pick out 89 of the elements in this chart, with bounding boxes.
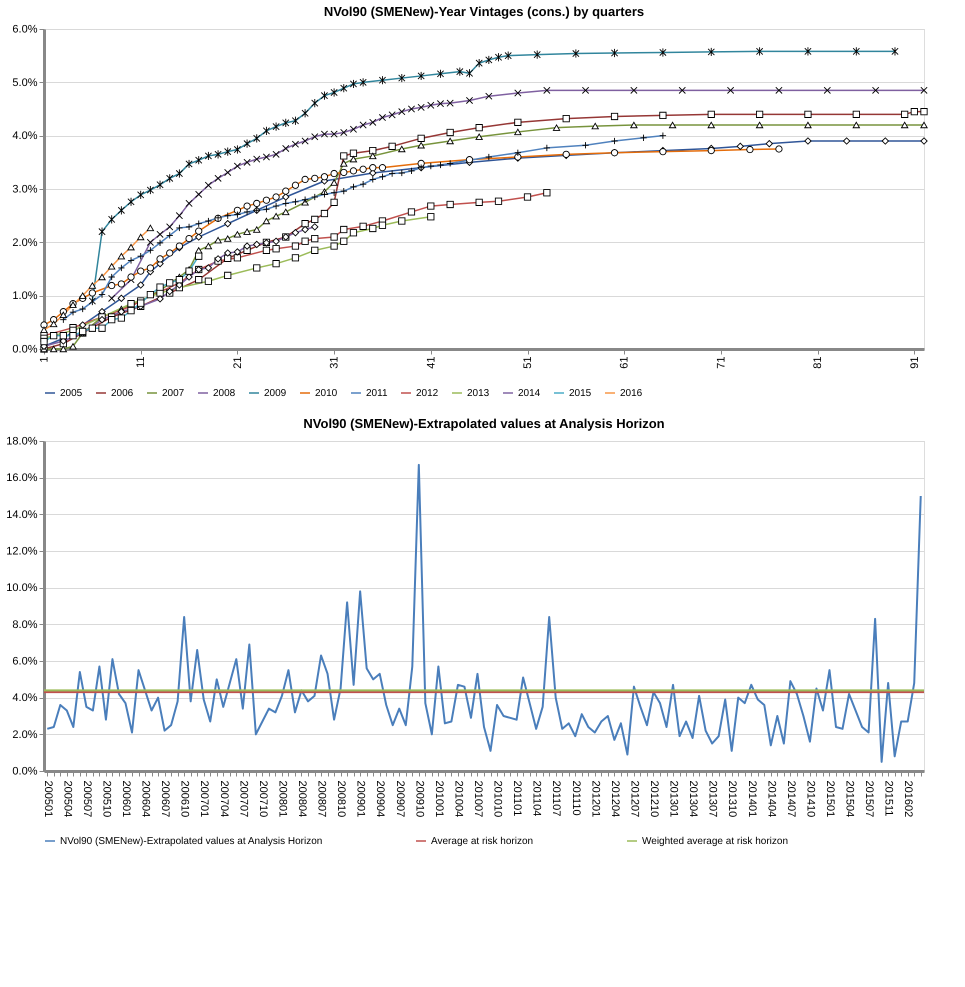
legend-label: 2012 <box>416 388 439 399</box>
x-tick-label: 201511 <box>882 780 895 816</box>
legend-label: 2016 <box>620 388 643 399</box>
legend-label: 2007 <box>162 388 185 399</box>
x-tick-label: 200610 <box>178 780 191 818</box>
x-tick-label: 200607 <box>159 780 172 818</box>
x-tick-label: 200707 <box>237 780 250 818</box>
y-tick-label: 2.0% <box>12 236 38 249</box>
x-tick-label: 91 <box>908 356 921 369</box>
legend-label: Average at risk horizon <box>431 836 534 847</box>
x-tick-label: 31 <box>328 356 341 369</box>
chart-title: NVol90 (SMENew)-Year Vintages (cons.) by quarters <box>324 4 644 19</box>
x-tick-label: 11 <box>135 356 148 368</box>
x-tick-label: 21 <box>232 356 244 369</box>
x-tick-label: 201001 <box>432 780 445 818</box>
x-tick-label: 201602 <box>902 780 914 818</box>
y-tick-label: 16.0% <box>6 472 38 484</box>
x-tick-label: 201204 <box>608 780 621 818</box>
legend-label: 2015 <box>569 388 592 399</box>
x-tick-label: 201304 <box>687 780 700 818</box>
x-tick-label: 200907 <box>394 780 406 818</box>
x-tick-label: 201101 <box>511 780 524 816</box>
x-tick-label: 201307 <box>706 780 719 818</box>
legend-label: 2008 <box>213 388 236 399</box>
y-tick-label: 18.0% <box>6 436 38 448</box>
legend-label: 2014 <box>518 388 541 399</box>
x-tick-label: 200904 <box>374 780 386 818</box>
chart-title: NVol90 (SMENew)-Extrapolated values at Analysis Horizon <box>303 416 665 431</box>
legend-label: 2006 <box>111 388 134 399</box>
legend-label: 2005 <box>60 388 83 399</box>
y-tick-label: 5.0% <box>12 76 38 89</box>
legend-label: 2010 <box>315 388 338 399</box>
x-tick-label: 201107 <box>550 780 562 816</box>
y-tick-label: 14.0% <box>6 508 38 521</box>
y-tick-label: 0.0% <box>12 766 38 778</box>
y-tick-label: 1.0% <box>12 290 38 302</box>
x-tick-label: 201210 <box>648 780 660 818</box>
x-tick-label: 201207 <box>628 780 640 818</box>
legend-label: 2013 <box>467 388 490 399</box>
x-tick-label: 201507 <box>863 780 876 818</box>
x-tick-label: 200807 <box>316 780 328 818</box>
x-tick-label: 200801 <box>276 780 288 818</box>
x-tick-label: 200704 <box>218 780 230 818</box>
x-tick-label: 1 <box>38 356 50 363</box>
x-tick-label: 51 <box>522 356 534 369</box>
x-tick-label: 200810 <box>335 780 348 818</box>
x-tick-label: 201504 <box>844 780 856 818</box>
x-tick-label: 200601 <box>120 780 132 818</box>
x-tick-label: 61 <box>618 356 631 369</box>
y-tick-label: 0.0% <box>12 344 38 356</box>
x-tick-label: 200804 <box>296 780 308 818</box>
x-tick-label: 200507 <box>80 780 93 818</box>
y-tick-label: 12.0% <box>6 546 38 558</box>
x-tick-label: 81 <box>812 356 824 369</box>
x-tick-label: 201310 <box>726 780 738 818</box>
y-tick-label: 6.0% <box>12 656 38 668</box>
x-tick-label: 71 <box>715 356 728 369</box>
x-tick-label: 201404 <box>765 780 778 818</box>
y-tick-label: 8.0% <box>12 618 38 631</box>
x-tick-label: 200504 <box>61 780 74 818</box>
x-tick-label: 200901 <box>354 780 367 818</box>
x-tick-label: 200501 <box>42 780 54 818</box>
x-tick-label: 201407 <box>784 780 797 818</box>
x-tick-label: 201501 <box>824 780 836 818</box>
x-tick-label: 201004 <box>452 780 464 818</box>
legend-label: NVol90 (SMENew)-Extrapolated values at Analysis Horizon <box>60 836 322 847</box>
legend-label: Weighted average at risk horizon <box>642 836 788 847</box>
legend-label: 2009 <box>264 388 287 399</box>
x-tick-label: 200701 <box>198 780 210 818</box>
y-tick-label: 2.0% <box>12 728 38 741</box>
x-tick-label: 201110 <box>570 780 582 816</box>
x-tick-label: 200710 <box>256 780 269 818</box>
x-tick-label: 201301 <box>668 780 680 818</box>
x-tick-label: 201401 <box>746 780 758 818</box>
x-tick-label: 201010 <box>492 780 504 818</box>
x-tick-label: 41 <box>425 356 438 369</box>
x-tick-label: 200910 <box>413 780 426 818</box>
x-tick-label: 200604 <box>140 780 152 818</box>
y-tick-label: 6.0% <box>12 24 38 36</box>
y-tick-label: 3.0% <box>12 184 38 196</box>
x-tick-label: 201410 <box>804 780 816 818</box>
x-tick-label: 201201 <box>589 780 602 818</box>
x-tick-label: 201104 <box>530 780 543 816</box>
y-tick-label: 4.0% <box>12 130 38 142</box>
x-tick-label: 201007 <box>472 780 484 818</box>
legend-label: 2011 <box>366 388 388 399</box>
x-tick-label: 200510 <box>100 780 112 818</box>
y-tick-label: 10.0% <box>6 582 38 594</box>
y-tick-label: 4.0% <box>12 692 38 704</box>
